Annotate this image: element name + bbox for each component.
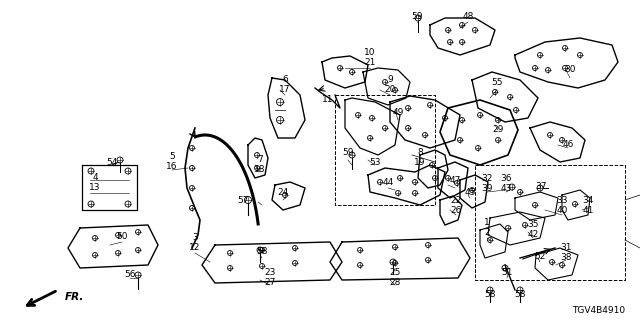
Text: 13: 13	[89, 183, 100, 192]
Text: 57: 57	[237, 196, 249, 205]
Text: 41: 41	[582, 206, 594, 215]
Text: 7: 7	[257, 155, 263, 164]
Text: 2: 2	[484, 228, 490, 237]
Text: 48: 48	[462, 12, 474, 21]
Text: 5: 5	[169, 152, 175, 161]
Text: 34: 34	[582, 196, 594, 205]
Text: 46: 46	[563, 140, 573, 149]
Text: 30: 30	[564, 65, 576, 74]
Text: 47: 47	[449, 176, 461, 185]
Text: 29: 29	[492, 125, 504, 134]
Text: 38: 38	[560, 253, 572, 262]
Text: 59: 59	[342, 148, 354, 157]
Text: 58: 58	[515, 290, 525, 299]
Text: 53: 53	[369, 158, 381, 167]
Text: 36: 36	[500, 174, 512, 183]
Text: 1: 1	[484, 218, 490, 227]
Text: TGV4B4910: TGV4B4910	[572, 306, 625, 315]
Text: 58: 58	[256, 247, 268, 256]
Text: 4: 4	[92, 173, 98, 182]
Text: 42: 42	[527, 230, 539, 239]
Bar	[335, 95, 435, 205]
Text: 11: 11	[323, 95, 333, 104]
Text: 51: 51	[501, 268, 513, 277]
Text: 22: 22	[451, 196, 461, 205]
Text: 20: 20	[384, 85, 396, 94]
Text: 58: 58	[484, 290, 496, 299]
Text: 55: 55	[492, 78, 503, 87]
Text: 9: 9	[387, 75, 393, 84]
Text: FR.: FR.	[65, 292, 84, 302]
Bar	[475, 165, 625, 280]
Text: 39: 39	[481, 184, 493, 193]
Text: 31: 31	[560, 243, 572, 252]
Text: 3: 3	[192, 233, 198, 242]
Text: 8: 8	[417, 148, 423, 157]
Text: 32: 32	[481, 174, 493, 183]
Text: 23: 23	[264, 268, 276, 277]
Text: 10: 10	[364, 48, 376, 57]
Text: 54: 54	[106, 158, 118, 167]
Text: 49: 49	[392, 108, 404, 117]
Text: 16: 16	[166, 162, 178, 171]
Text: 40: 40	[556, 206, 568, 215]
Text: 59: 59	[412, 12, 423, 21]
Text: 56: 56	[124, 270, 136, 279]
Text: 50: 50	[116, 232, 128, 241]
Text: 12: 12	[189, 243, 201, 252]
Text: 6: 6	[282, 75, 288, 84]
Text: 26: 26	[451, 206, 461, 215]
Text: 52: 52	[534, 252, 546, 261]
Text: 28: 28	[389, 278, 401, 287]
Text: 33: 33	[556, 196, 568, 205]
Text: 21: 21	[364, 58, 376, 67]
Text: 35: 35	[527, 220, 539, 229]
Text: 24: 24	[277, 188, 289, 197]
Text: 44: 44	[382, 178, 394, 187]
Text: 25: 25	[389, 268, 401, 277]
Text: 19: 19	[414, 158, 426, 167]
Text: 37: 37	[535, 182, 547, 191]
Text: 17: 17	[279, 85, 291, 94]
Text: 18: 18	[254, 165, 266, 174]
Text: 45: 45	[464, 188, 476, 197]
Text: 27: 27	[264, 278, 276, 287]
Text: 43: 43	[500, 184, 512, 193]
